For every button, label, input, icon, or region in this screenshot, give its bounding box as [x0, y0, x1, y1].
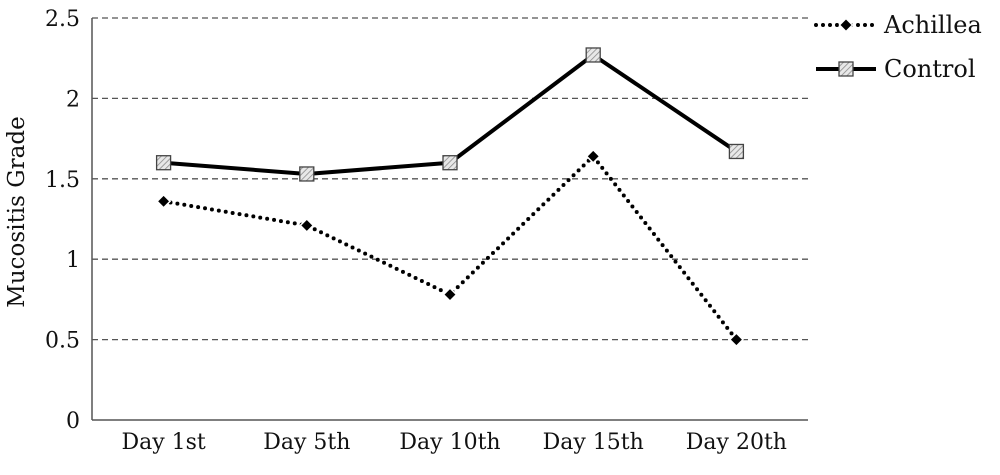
y-tick-label: 0	[66, 409, 80, 434]
data-point-achillea	[156, 193, 172, 209]
data-point-control	[585, 47, 601, 63]
x-tick-label: Day 1st	[121, 430, 205, 455]
series-control	[155, 47, 745, 182]
x-tick-labels: Day 1st Day 5th Day 10th Day 15th Day 20th	[121, 430, 787, 455]
legend-label-control: Control	[884, 55, 976, 83]
legend-marker-control	[838, 61, 854, 77]
y-axis-title: Mucositis Grade	[4, 116, 30, 307]
legend: Achillea Control	[814, 11, 982, 83]
data-point-control	[442, 155, 458, 171]
x-tick-label: Day 5th	[263, 430, 350, 455]
series-line-achillea	[161, 154, 739, 342]
y-tick-label: 2.5	[45, 7, 80, 32]
x-tick-label: Day 10th	[399, 430, 500, 455]
x-tick-label: Day 15th	[543, 430, 644, 455]
x-tick-label: Day 20th	[686, 430, 787, 455]
legend-item-achillea: Achillea	[814, 11, 982, 39]
data-point-achillea	[299, 217, 315, 233]
y-tick-label: 2	[66, 87, 80, 112]
series	[155, 47, 745, 348]
data-point-control	[728, 143, 745, 160]
axes	[91, 18, 808, 421]
series-achillea	[156, 148, 744, 348]
data-point-achillea	[728, 332, 744, 348]
y-tick-label: 1	[66, 248, 80, 273]
legend-label-achillea: Achillea	[883, 11, 982, 39]
data-point-control	[155, 155, 172, 171]
y-tick-label: 0.5	[45, 329, 80, 354]
legend-item-control: Control	[816, 55, 976, 83]
legend-marker-achillea	[838, 17, 854, 33]
data-point-achillea	[585, 148, 601, 164]
data-point-control	[299, 166, 315, 182]
data-point-achillea	[442, 287, 458, 303]
y-tick-label: 1.5	[45, 168, 80, 193]
y-tick-labels: 0 0.5 1 1.5 2 2.5	[45, 7, 80, 434]
